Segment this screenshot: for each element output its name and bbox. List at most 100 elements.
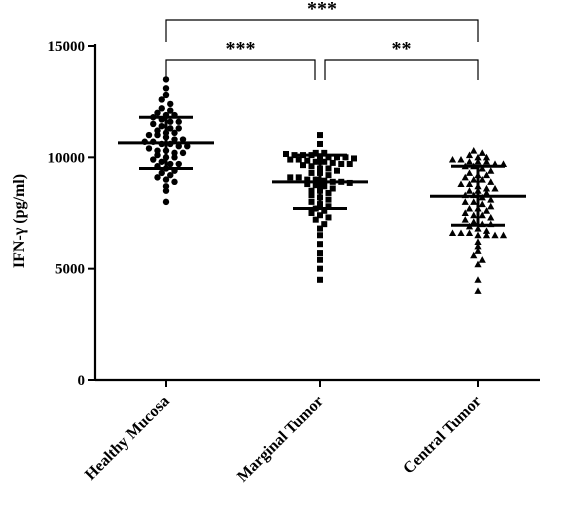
data-point <box>474 238 482 245</box>
data-point <box>478 149 486 156</box>
data-point <box>470 147 478 154</box>
data-point <box>167 171 174 179</box>
data-point <box>295 156 302 163</box>
data-point <box>171 154 178 161</box>
y-tick-label: 0 <box>78 373 86 389</box>
data-point <box>470 211 478 219</box>
data-point <box>317 140 323 147</box>
mean-sd-bars <box>118 115 526 227</box>
data-point <box>482 227 491 234</box>
data-point <box>465 169 474 176</box>
data-point <box>470 198 478 205</box>
data-point <box>304 157 311 164</box>
data-point <box>145 131 153 139</box>
data-point <box>321 158 328 165</box>
data-point <box>308 169 315 176</box>
data-point <box>482 207 491 214</box>
data-point <box>491 231 499 239</box>
data-point <box>487 167 495 174</box>
data-point <box>465 204 474 212</box>
data-point <box>448 229 457 237</box>
significance-bracket <box>165 59 316 80</box>
data-point <box>491 184 499 192</box>
data-point <box>158 122 165 130</box>
data-point <box>482 158 491 165</box>
data-point <box>457 229 465 237</box>
data-point <box>158 158 165 165</box>
data-point <box>167 107 174 114</box>
significance-label: *** <box>307 0 337 20</box>
data-point <box>154 151 161 159</box>
data-point <box>162 198 170 206</box>
data-point <box>465 229 474 237</box>
data-point <box>308 210 315 216</box>
data-point <box>158 169 165 177</box>
data-point <box>487 196 495 203</box>
data-point <box>283 150 289 157</box>
data-point <box>470 218 478 225</box>
data-point <box>312 176 319 183</box>
data-point <box>184 143 191 150</box>
data-point <box>321 149 328 156</box>
data-point <box>465 180 474 188</box>
y-axis-label: IFN-γ (pg/ml) <box>11 174 28 268</box>
data-point <box>300 162 306 169</box>
data-point <box>325 214 332 221</box>
x-category-label: Marginal Tumor <box>234 393 327 486</box>
data-point <box>346 161 353 168</box>
data-point <box>351 155 357 162</box>
data-point <box>474 276 482 283</box>
data-point <box>474 153 482 161</box>
data-point <box>308 192 315 199</box>
data-point <box>321 221 328 228</box>
y-tick-label: 5000 <box>55 262 85 278</box>
data-point <box>321 183 328 190</box>
data-point <box>461 198 469 205</box>
data-point <box>167 160 174 168</box>
data-point <box>474 247 482 254</box>
data-point <box>308 163 315 170</box>
data-point <box>175 125 182 132</box>
data-point <box>474 260 482 268</box>
data-point <box>179 136 187 143</box>
data-point <box>478 256 486 263</box>
data-point <box>158 96 165 103</box>
data-point <box>325 165 332 172</box>
data-point <box>329 185 336 192</box>
data-point <box>154 127 161 134</box>
data-point <box>167 118 174 125</box>
data-point <box>334 154 340 161</box>
significance-bracket <box>165 19 479 42</box>
data-point <box>338 161 345 168</box>
data-point <box>154 174 161 181</box>
data-point <box>312 149 319 156</box>
data-point <box>482 153 491 161</box>
data-point <box>474 242 482 250</box>
data-point <box>162 187 170 194</box>
data-point <box>474 158 482 165</box>
data-point <box>162 91 170 99</box>
data-point <box>317 276 323 283</box>
data-point <box>150 120 157 128</box>
data-point <box>325 189 332 196</box>
data-point <box>457 180 465 188</box>
y-tick-label: 15000 <box>48 39 86 55</box>
data-point <box>325 196 332 203</box>
data-point <box>317 256 323 263</box>
data-point <box>478 200 486 208</box>
data-point <box>304 176 311 183</box>
data-point <box>321 207 328 214</box>
data-point <box>317 232 323 239</box>
data-point <box>474 287 482 294</box>
data-point <box>487 213 495 221</box>
data-point <box>487 178 495 185</box>
data-point <box>342 154 349 161</box>
y-tick-label: 10000 <box>48 150 86 166</box>
data-point <box>154 147 161 154</box>
data-point <box>162 176 170 183</box>
data-point <box>175 160 182 168</box>
data-point <box>317 132 323 139</box>
data-point <box>175 118 182 125</box>
data-point <box>470 251 478 259</box>
data-point <box>154 109 161 117</box>
